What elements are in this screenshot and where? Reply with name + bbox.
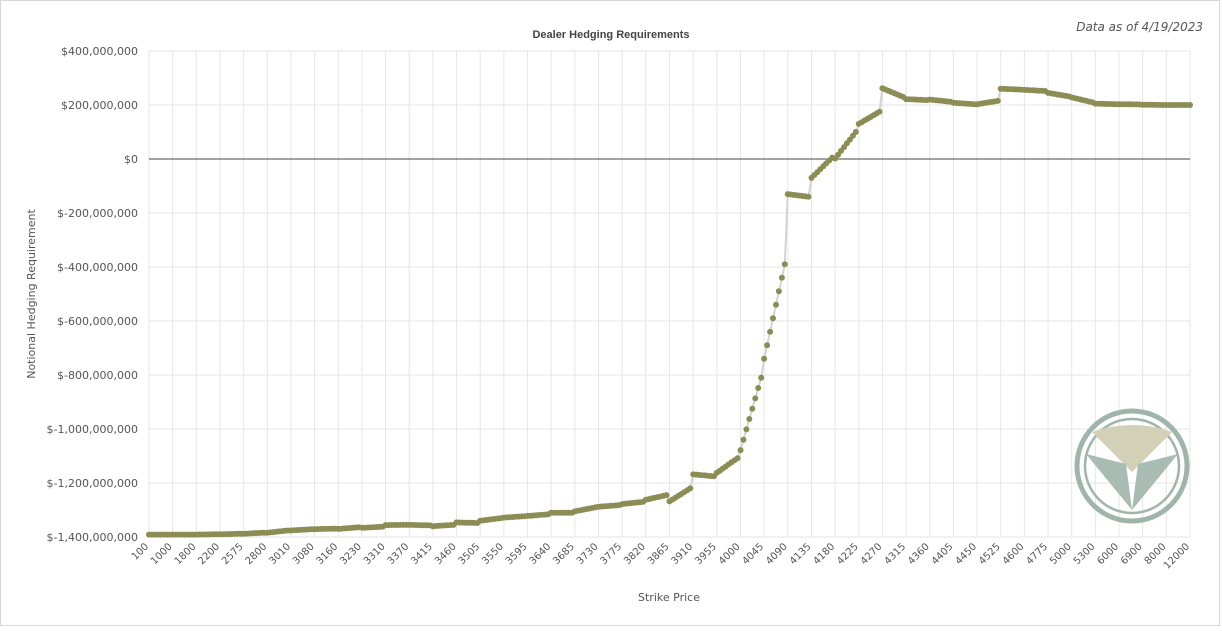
x-tick-label: 2800: [244, 541, 270, 567]
x-tick-label: 3160: [315, 541, 341, 567]
data-point: [746, 416, 753, 422]
x-tick-label: 4090: [764, 541, 790, 567]
data-point: [994, 97, 1001, 104]
logo-left-wing: [1086, 454, 1132, 510]
x-tick-label: 3955: [693, 541, 719, 567]
y-tick-label: $-800,000,000: [57, 369, 138, 382]
data-point: [852, 129, 859, 135]
x-tick-label: 4405: [930, 541, 956, 567]
x-tick-label: 3505: [457, 541, 483, 567]
x-tick-label: 4360: [906, 541, 932, 567]
data-point: [764, 342, 771, 349]
x-tick-label: 3230: [338, 541, 364, 567]
x-tick-label: 3460: [433, 541, 459, 567]
brand-logo: [1074, 408, 1190, 524]
x-tick-label: 4000: [717, 541, 743, 567]
logo-right-wing: [1132, 454, 1178, 510]
data-point: [663, 492, 670, 499]
x-tick-label: 3820: [622, 541, 648, 567]
x-tick-label: 3370: [386, 541, 412, 567]
x-tick-label: 4775: [1024, 541, 1050, 567]
x-tick-label: 3775: [599, 541, 625, 567]
x-tick-label: 3910: [670, 541, 696, 567]
x-axis-ticks: 1001000180022002575280030103080316032303…: [130, 541, 1192, 571]
data-point: [755, 385, 762, 391]
x-tick-label: 12000: [1162, 541, 1192, 571]
x-tick-label: 4450: [953, 541, 979, 567]
y-tick-label: $-1,200,000,000: [47, 477, 138, 490]
data-point: [740, 436, 747, 443]
x-tick-label: 4045: [740, 541, 766, 567]
data-point: [752, 395, 759, 402]
data-date-note: Data as of 4/19/2023: [1076, 20, 1203, 34]
x-tick-label: 3595: [504, 541, 530, 567]
logo-top-chevron: [1092, 425, 1172, 472]
data-point: [687, 485, 694, 492]
logo-inner-ring: [1083, 417, 1181, 515]
data-point: [778, 274, 785, 281]
x-tick-label: 3730: [575, 541, 601, 567]
data-point: [758, 374, 765, 381]
y-tick-label: $-600,000,000: [57, 315, 138, 328]
x-tick-label: 6900: [1119, 541, 1145, 567]
y-tick-label: $-1,000,000,000: [47, 423, 138, 436]
series-points: [146, 85, 1193, 538]
data-point: [781, 261, 788, 268]
y-tick-label: $-1,400,000,000: [47, 531, 138, 544]
x-tick-label: 3415: [409, 541, 435, 567]
x-tick-label: 3010: [267, 541, 293, 567]
data-point: [734, 455, 741, 462]
x-tick-label: 3685: [551, 541, 577, 567]
data-point: [1187, 102, 1193, 108]
x-tick-label: 5300: [1072, 541, 1098, 567]
x-tick-label: 4135: [788, 541, 814, 567]
y-axis-label: Notional Hedging Requirement: [25, 209, 38, 379]
data-point: [743, 426, 750, 433]
data-point: [767, 328, 774, 335]
x-tick-label: 2575: [220, 541, 246, 567]
x-tick-label: 1000: [149, 541, 175, 567]
x-tick-label: 4600: [1001, 541, 1027, 567]
y-tick-label: $200,000,000: [61, 99, 138, 112]
grid-lines: [148, 50, 1191, 538]
data-point: [761, 355, 768, 362]
x-tick-label: 3080: [291, 541, 317, 567]
data-point: [773, 301, 779, 308]
x-tick-label: 4525: [977, 541, 1003, 567]
x-tick-label: 4225: [835, 541, 861, 567]
data-point: [775, 288, 782, 295]
y-tick-label: $0: [124, 153, 138, 166]
x-tick-label: 3865: [646, 541, 672, 567]
x-tick-label: 4180: [811, 541, 837, 567]
x-axis-label: Strike Price: [638, 591, 700, 604]
x-tick-label: 3310: [362, 541, 388, 567]
x-tick-label: 3550: [480, 541, 506, 567]
data-point: [805, 193, 812, 200]
data-point: [770, 315, 776, 322]
x-tick-label: 5000: [1048, 541, 1074, 567]
x-tick-label: 4270: [859, 541, 885, 567]
y-tick-label: $-200,000,000: [57, 207, 138, 220]
data-point: [737, 447, 744, 454]
x-tick-label: 2200: [196, 541, 222, 567]
logo-outer-ring: [1074, 408, 1190, 524]
y-tick-label: $400,000,000: [61, 45, 138, 58]
x-tick-label: 1800: [173, 541, 199, 567]
y-tick-label: $-400,000,000: [57, 261, 138, 274]
x-tick-label: 4315: [882, 541, 908, 567]
data-point: [749, 405, 756, 412]
y-axis-ticks: $400,000,000 $200,000,000 $0 $-200,000,000 $…: [47, 45, 138, 544]
data-point: [876, 108, 883, 115]
x-tick-label: 3640: [528, 541, 554, 567]
chart-title: Dealer Hedging Requirements: [532, 29, 689, 41]
x-tick-label: 6000: [1095, 541, 1121, 567]
